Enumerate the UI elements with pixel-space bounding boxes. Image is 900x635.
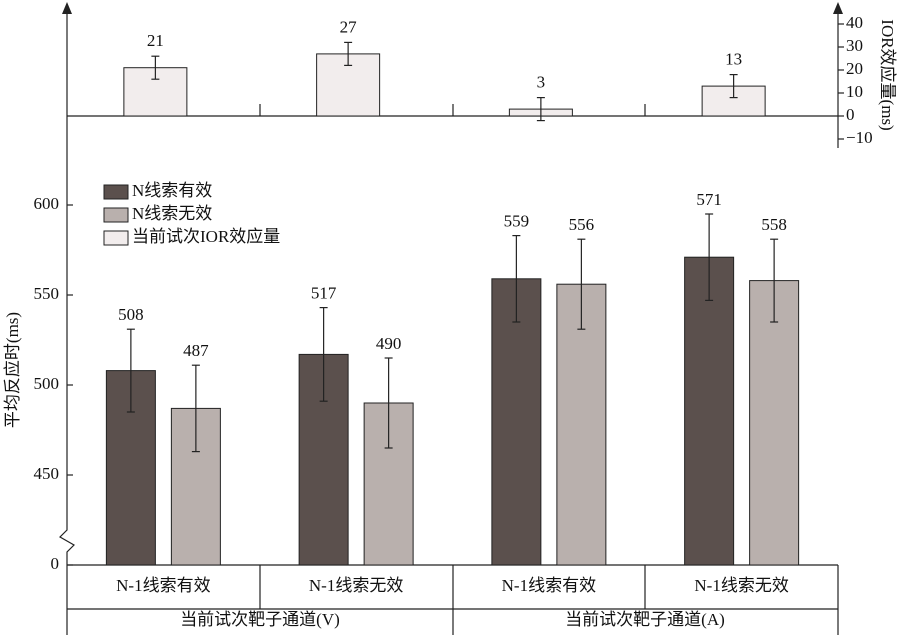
y-tick-label: 550 — [34, 284, 60, 303]
y-tick-label: 450 — [34, 464, 60, 483]
legend-label: N线索有效 — [132, 181, 212, 200]
y2-tick-label: −10 — [846, 128, 873, 147]
legend-swatch — [103, 184, 129, 200]
bar — [491, 278, 542, 566]
y2-tick-label: 20 — [846, 59, 863, 78]
y-tick-label: 600 — [34, 194, 60, 213]
y2-tick-label: 40 — [846, 13, 863, 32]
value-label: 27 — [340, 17, 358, 36]
bar — [684, 256, 735, 566]
value-label: 571 — [696, 190, 722, 209]
legend-label: 当前试次IOR效应量 — [132, 227, 280, 246]
value-label: 21 — [147, 31, 164, 50]
y2-tick-label: 10 — [846, 82, 863, 101]
y-tick-label: 0 — [51, 554, 60, 573]
y2-tick-label: 0 — [846, 105, 855, 124]
value-label: 559 — [504, 212, 530, 231]
value-label: 517 — [311, 284, 337, 303]
x-tick-label: N-1线索有效 — [116, 576, 210, 595]
y2-axis-label: IOR效应量(ms) — [878, 19, 897, 130]
x-tick-label: N-1线索无效 — [694, 576, 788, 595]
y-axis — [59, 5, 75, 565]
group-label: 当前试次靶子通道(A) — [565, 610, 725, 629]
y-axis-label: 平均反应时(ms) — [3, 312, 22, 428]
axis-arrow — [62, 2, 72, 14]
value-label: 490 — [376, 334, 402, 353]
x-tick-label: N-1线索有效 — [502, 576, 596, 595]
value-label: 508 — [118, 305, 144, 324]
group-label: 当前试次靶子通道(V) — [180, 610, 340, 629]
bar — [105, 370, 156, 566]
x-tick-label: N-1线索无效 — [309, 576, 403, 595]
y2-tick-label: 30 — [846, 36, 863, 55]
legend-swatch — [103, 207, 129, 223]
value-label: 487 — [183, 341, 209, 360]
value-label: 3 — [537, 73, 546, 92]
value-label: 556 — [569, 215, 595, 234]
legend-label: N线索无效 — [132, 204, 212, 223]
bar — [556, 283, 607, 566]
bar — [749, 280, 800, 566]
value-label: 13 — [725, 50, 742, 69]
value-label: 558 — [761, 215, 787, 234]
legend-swatch — [103, 230, 129, 246]
y-tick-label: 500 — [34, 374, 60, 393]
